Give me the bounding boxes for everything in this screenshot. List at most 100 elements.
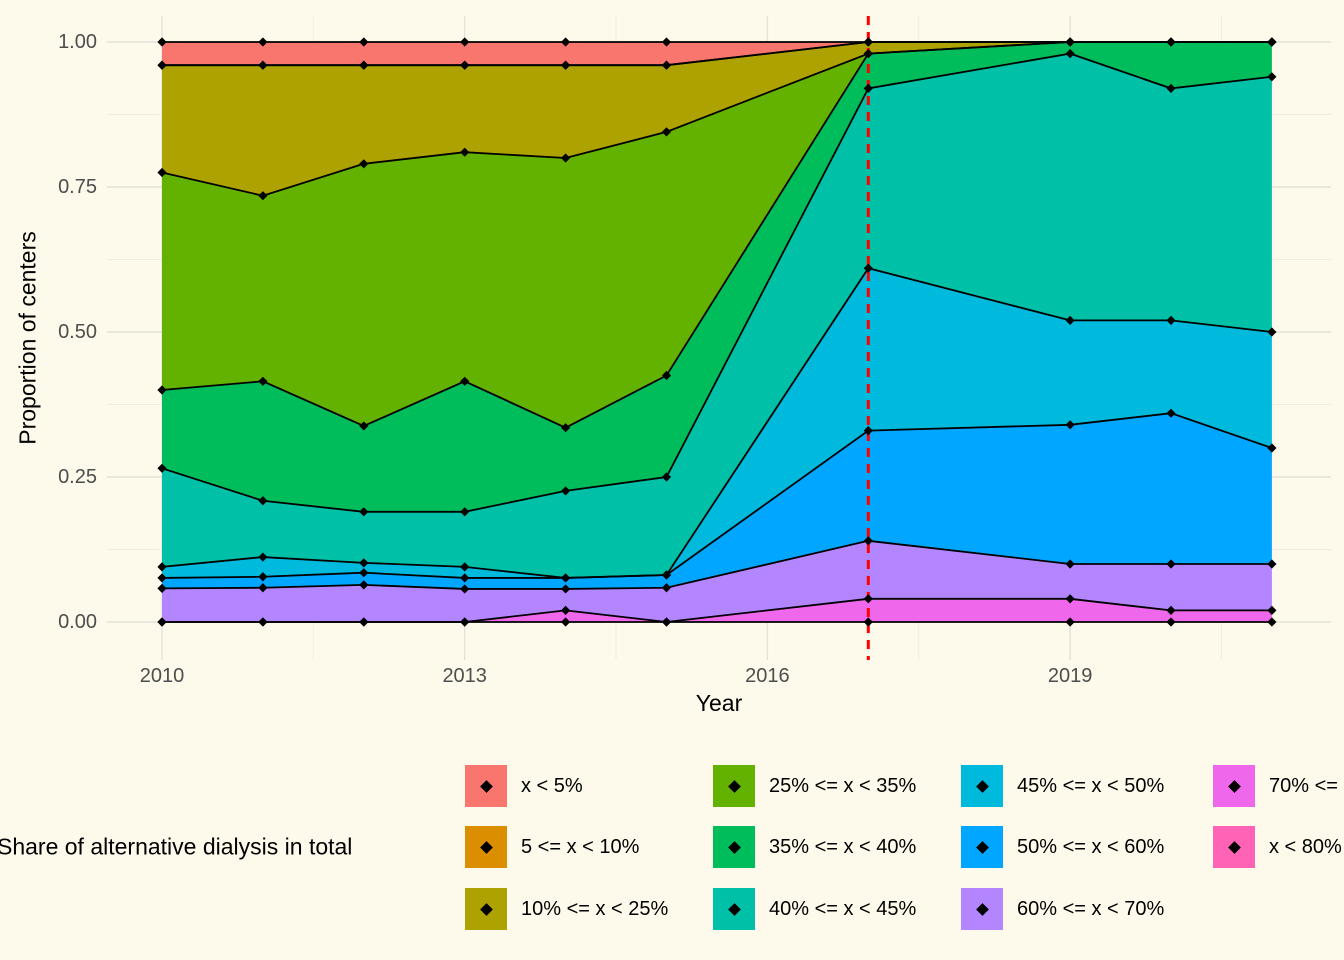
point-marker-icon: [863, 536, 873, 546]
point-marker-icon: [460, 617, 470, 627]
point-marker-icon: [157, 37, 167, 47]
point-marker-icon: [460, 60, 470, 70]
boundary-line: [161, 539, 1272, 590]
point-marker-icon: [661, 583, 672, 593]
point-marker-icon: [359, 617, 369, 627]
legend-item: 50% <= x < 60%: [961, 826, 1164, 868]
legend-key-swatch: [961, 765, 1003, 807]
point-marker-icon: [157, 583, 167, 593]
point-marker-icon: [359, 421, 369, 431]
legend-item: 40% <= x < 45%: [713, 888, 916, 930]
point-marker-icon: [561, 423, 571, 433]
stacked-area-chart: [107, 16, 1331, 660]
point-marker-icon: [460, 584, 470, 594]
legend-item: 25% <= x < 35%: [713, 765, 916, 807]
legend-item: 35% <= x < 40%: [713, 826, 916, 868]
point-marker-icon: [359, 580, 369, 590]
point-marker-icon: [1166, 315, 1176, 325]
legend: Share of alternative dialysis in total x…: [0, 730, 1344, 960]
point-marker-icon: [1227, 840, 1241, 854]
legend-label: 5 <= x < 10%: [521, 835, 640, 858]
x-tick-label: 2013: [442, 665, 487, 687]
point-marker-icon: [479, 779, 493, 793]
point-marker-icon: [561, 617, 571, 627]
point-marker-icon: [561, 153, 571, 163]
point-marker-icon: [1065, 315, 1075, 325]
point-marker-icon: [1267, 443, 1277, 453]
area-layer: [162, 268, 1272, 578]
point-marker-icon: [359, 60, 369, 70]
point-marker-icon: [258, 583, 268, 593]
x-tick-label: 2019: [1047, 665, 1093, 687]
legend-item: 60% <= x < 70%: [961, 888, 1164, 930]
point-marker-icon: [258, 37, 268, 47]
point-marker-icon: [1227, 779, 1241, 793]
point-marker-icon: [258, 617, 268, 627]
point-marker-icon: [460, 37, 470, 47]
point-marker-icon: [157, 385, 167, 395]
point-marker-icon: [359, 568, 369, 578]
point-marker-icon: [1267, 559, 1277, 569]
point-marker-icon: [460, 147, 470, 157]
point-marker-icon: [479, 902, 493, 916]
point-marker-icon: [1166, 37, 1176, 47]
point-marker-icon: [661, 472, 672, 482]
point-marker-icon: [1166, 559, 1176, 569]
point-marker-icon: [561, 573, 571, 583]
point-marker-icon: [157, 573, 167, 583]
legend-label: 25% <= x < 35%: [769, 774, 917, 797]
point-marker-icon: [661, 60, 672, 70]
legend-key-swatch: [465, 765, 507, 807]
legend-item: 5 <= x < 10%: [465, 826, 639, 868]
point-marker-icon: [258, 191, 268, 201]
point-marker-icon: [1267, 617, 1277, 627]
point-marker-icon: [727, 902, 741, 916]
point-marker-icon: [1065, 559, 1075, 569]
point-marker-icon: [561, 584, 571, 594]
legend-label: 70% <=: [1269, 774, 1338, 797]
point-marker-icon: [359, 159, 369, 169]
x-tick-label: 2016: [745, 665, 790, 687]
point-marker-icon: [863, 263, 873, 273]
point-marker-icon: [1166, 83, 1176, 93]
boundary-line: [162, 597, 1272, 623]
point-marker-icon: [460, 562, 470, 572]
point-marker-icon: [359, 507, 369, 517]
x-tick-label: 2010: [139, 665, 185, 687]
area-layer: [162, 598, 1272, 622]
legend-key-swatch: [465, 826, 507, 868]
point-marker-icon: [561, 486, 571, 496]
legend-label: 40% <= x < 45%: [769, 897, 917, 920]
y-tick-label: 0.50: [58, 321, 97, 343]
legend-key-swatch: [961, 888, 1003, 930]
legend-key-swatch: [713, 765, 755, 807]
point-marker-icon: [460, 507, 470, 517]
point-marker-icon: [1166, 605, 1176, 615]
point-marker-icon: [561, 605, 571, 615]
x-axis-title: Year: [695, 690, 743, 716]
legend-key-swatch: [713, 888, 755, 930]
point-marker-icon: [258, 376, 268, 386]
point-marker-icon: [1065, 420, 1075, 430]
legend-label: 35% <= x < 40%: [769, 835, 917, 858]
point-marker-icon: [258, 572, 268, 582]
legend-label: x < 80%: [1269, 835, 1342, 858]
point-marker-icon: [1065, 617, 1075, 627]
legend-title: Share of alternative dialysis in total: [0, 833, 353, 860]
point-marker-icon: [661, 570, 672, 580]
point-marker-icon: [727, 779, 741, 793]
point-marker-icon: [157, 60, 167, 70]
area-layer: [162, 42, 1272, 196]
point-marker-icon: [661, 370, 672, 381]
legend-key-swatch: [713, 826, 755, 868]
area-layer: [162, 42, 1272, 66]
point-marker-icon: [258, 60, 268, 70]
area-layer: [162, 53, 1272, 578]
point-marker-icon: [863, 617, 873, 627]
point-marker-icon: [1065, 594, 1075, 604]
legend-key-swatch: [961, 826, 1003, 868]
point-marker-icon: [1267, 327, 1277, 337]
point-marker-icon: [975, 840, 989, 854]
point-marker-icon: [1267, 605, 1277, 615]
point-marker-icon: [258, 552, 268, 562]
